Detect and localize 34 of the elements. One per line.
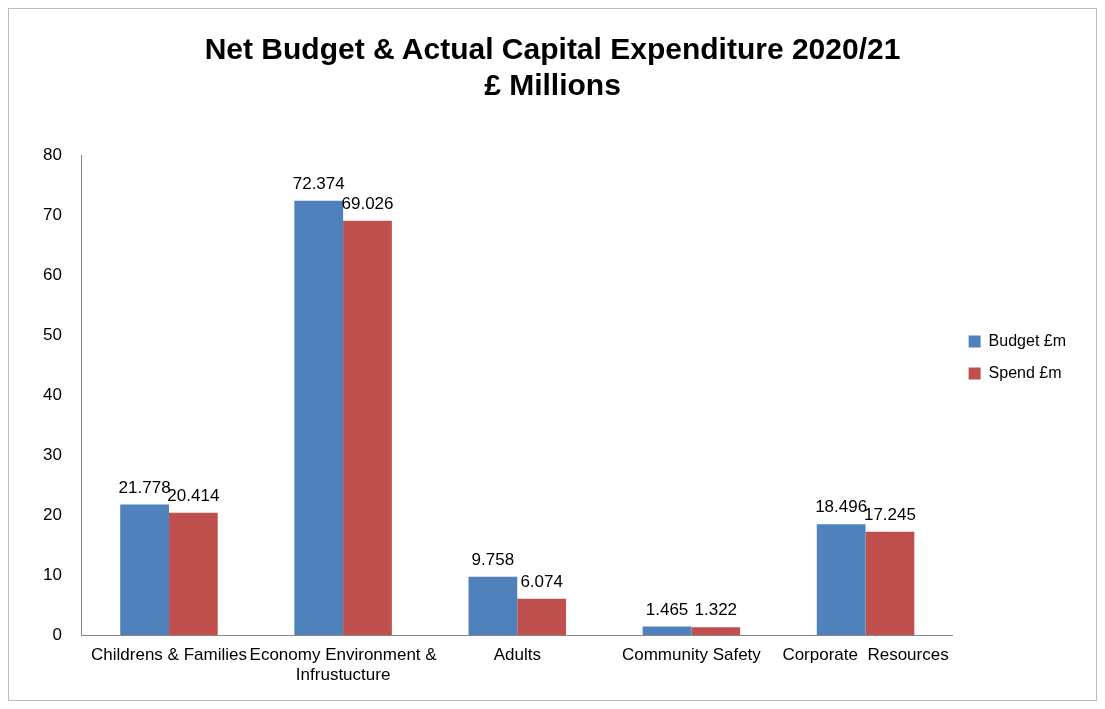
bar — [691, 627, 741, 636]
y-tick-label: 80 — [42, 144, 62, 164]
bar — [294, 200, 344, 636]
legend-label: Spend £m — [988, 363, 1062, 381]
chart-subtitle: £ Millions — [484, 68, 621, 102]
data-label: 69.026 — [341, 194, 394, 214]
bar — [343, 220, 392, 636]
y-tick-label: 50 — [42, 324, 62, 344]
x-tick-label: Childrens & Families — [91, 645, 247, 665]
y-tick-label: 70 — [42, 204, 62, 224]
data-label: 6.074 — [520, 571, 563, 591]
bar — [168, 512, 218, 636]
y-tick-label: 20 — [42, 504, 62, 524]
data-label: 9.758 — [471, 549, 515, 569]
bar — [120, 504, 169, 636]
x-tick-label: Corporate Resources — [782, 645, 949, 665]
data-label: 72.374 — [292, 173, 345, 193]
data-label: 1.465 — [645, 599, 689, 619]
bar — [468, 576, 518, 636]
x-tick-label: Adults — [493, 645, 541, 665]
chart-title: Net Budget & Actual Capital Expenditure 2020/21 — [204, 32, 901, 66]
y-tick-label: 60 — [42, 264, 62, 284]
y-tick-label: 10 — [42, 564, 62, 584]
bar — [816, 524, 866, 636]
bar — [642, 626, 692, 636]
y-tick-label: 40 — [42, 384, 62, 404]
x-tick-label: Economy Environment & Infrustucture — [249, 645, 438, 685]
bar — [517, 598, 567, 636]
bar — [865, 531, 915, 636]
legend-label: Budget £m — [988, 331, 1067, 349]
y-tick-label: 0 — [52, 624, 62, 644]
data-label: 1.322 — [694, 600, 738, 620]
x-tick-label: Community Safety — [621, 645, 762, 665]
y-tick-label: 30 — [42, 444, 62, 464]
